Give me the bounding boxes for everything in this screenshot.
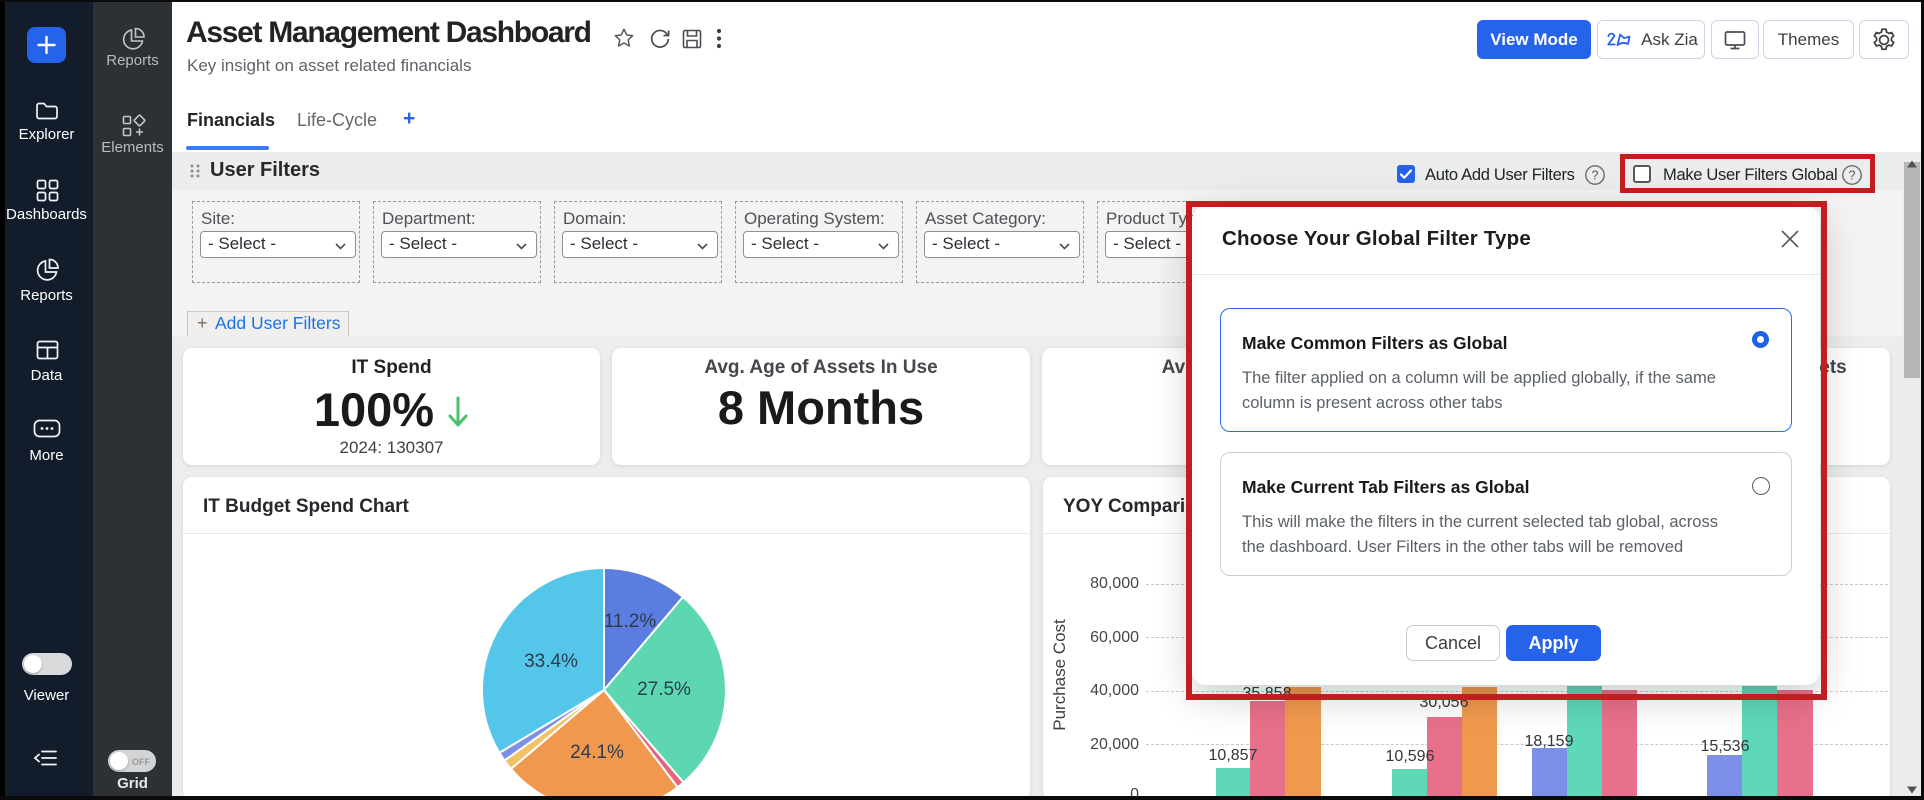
svg-text:24.1%: 24.1% (570, 742, 624, 763)
svg-text:27.5%: 27.5% (637, 679, 691, 700)
svg-text:?: ? (1849, 169, 1856, 183)
svg-text:33.4%: 33.4% (524, 651, 578, 672)
svg-text:11.2%: 11.2% (604, 611, 657, 632)
svg-text:?: ? (1592, 169, 1599, 183)
